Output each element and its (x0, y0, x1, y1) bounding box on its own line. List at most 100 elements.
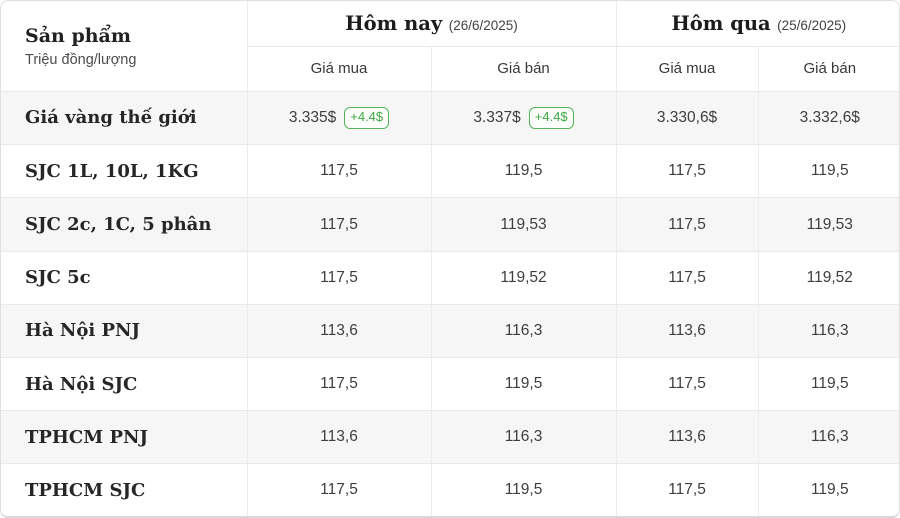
table-row: Hà Nội PNJ 113,6 116,3 113,6 116,3 (1, 304, 899, 359)
price-cell: 116,3 (757, 304, 899, 359)
price-value: 119,5 (504, 162, 543, 180)
price-cell: 3.332,6$ (757, 91, 899, 146)
table-row: Hà Nội SJC 117,5 119,5 117,5 119,5 (1, 357, 899, 412)
price-cell: 3.335$ +4.4$ (246, 91, 431, 146)
price-cell: 117,5 (615, 357, 759, 412)
price-cell: 119,5 (757, 463, 899, 516)
price-change-badge: +4.4$ (344, 107, 390, 129)
table-row: TPHCM PNJ 113,6 116,3 113,6 116,3 (1, 410, 899, 465)
price-cell: 119,53 (757, 197, 899, 252)
product-cell: SJC 2c, 1C, 5 phân (1, 197, 247, 252)
price-cell: 119,5 (430, 357, 617, 412)
product-cell: SJC 5c (1, 251, 247, 305)
table-row: SJC 1L, 10L, 1KG 117,5 119,5 117,5 119,5 (1, 144, 899, 199)
product-cell: TPHCM PNJ (1, 410, 247, 465)
price-table-body: Giá vàng thế giới 3.335$ +4.4$ 3.337$ +4.4$ 3… (1, 91, 899, 516)
price-change-badge: +4.4$ (528, 107, 574, 129)
price-value: 116,3 (810, 428, 849, 446)
today-column-header: Hôm nay (26/6/2025) (246, 1, 617, 47)
price-value: 119,52 (500, 268, 547, 286)
price-value: 116,3 (504, 321, 543, 339)
price-cell: 116,3 (430, 410, 617, 465)
price-value: 117,5 (668, 215, 706, 233)
product-column-header: Sản phẩm Triệu đồng/lượng (1, 1, 247, 92)
price-cell: 119,53 (430, 197, 617, 252)
price-cell: 119,52 (430, 251, 617, 305)
price-cell: 117,5 (615, 463, 759, 516)
price-value: 116,3 (504, 428, 543, 446)
product-header-unit: Triệu đồng/lượng (25, 52, 137, 69)
price-value: 113,6 (668, 428, 706, 446)
product-cell: TPHCM SJC (25, 479, 146, 501)
price-cell: 117,5 (246, 197, 431, 252)
price-value: 119,5 (504, 375, 543, 393)
price-value: 117,5 (668, 268, 706, 286)
price-value: 119,5 (810, 162, 849, 180)
price-value: 117,5 (668, 481, 706, 499)
price-cell: 3.337$ +4.4$ (430, 91, 617, 146)
price-cell: 119,5 (430, 463, 617, 516)
price-value: 117,5 (668, 162, 706, 180)
price-cell: 116,3 (757, 410, 899, 465)
product-header-title: Sản phẩm (25, 25, 131, 48)
table-row: SJC 2c, 1C, 5 phân 117,5 119,53 117,5 119,53 (1, 197, 899, 252)
table-row: TPHCM SJC 117,5 119,5 117,5 119,5 (1, 463, 899, 516)
yesterday-sell-header: Giá bán (757, 46, 899, 92)
price-cell: 116,3 (430, 304, 617, 359)
price-cell: 113,6 (615, 304, 759, 359)
price-cell: 3.330,6$ (615, 91, 759, 146)
today-label: Hôm nay (345, 11, 443, 35)
yesterday-date: (25/6/2025) (777, 17, 847, 33)
product-cell: Hà Nội PNJ (1, 304, 247, 359)
price-value: 119,53 (500, 215, 547, 233)
table-row: Giá vàng thế giới 3.335$ +4.4$ 3.337$ +4.4$ 3… (1, 91, 899, 146)
yesterday-column-header: Hôm qua (25/6/2025) (615, 1, 899, 47)
price-value: 117,5 (320, 162, 358, 180)
price-cell: 117,5 (246, 357, 431, 412)
yesterday-label: Hôm qua (671, 11, 771, 35)
price-value: 116,3 (810, 321, 849, 339)
price-cell: 113,6 (246, 410, 431, 465)
price-value: 119,53 (806, 215, 853, 233)
product-cell: Hà Nội SJC (1, 357, 247, 412)
header-row-sub: Giá mua Giá bán Giá mua Giá bán (1, 46, 899, 92)
header-row-main: Sản phẩm Triệu đồng/lượng Hôm nay (26/6/… (1, 1, 899, 92)
product-cell: Giá vàng thế giới (1, 91, 247, 146)
product-cell: SJC 1L, 10L, 1KG (1, 144, 247, 199)
price-value: 117,5 (320, 215, 358, 233)
price-value: 113,6 (668, 321, 706, 339)
yesterday-buy-header: Giá mua (615, 46, 759, 92)
price-cell: 119,5 (757, 144, 899, 199)
price-cell: 119,52 (757, 251, 899, 305)
price-value: 117,5 (320, 268, 358, 286)
table-row: SJC 5c 117,5 119,52 117,5 119,52 (1, 251, 899, 305)
price-value: 117,5 (320, 481, 358, 499)
price-value: 117,5 (320, 375, 358, 393)
price-value: 119,5 (810, 481, 849, 499)
price-value: 119,5 (810, 375, 849, 393)
price-cell: 117,5 (615, 144, 759, 199)
price-value: 3.330,6$ (656, 108, 718, 126)
price-value: 3.337$ (473, 109, 521, 127)
price-value: 117,5 (668, 375, 706, 393)
price-cell: 117,5 (246, 463, 431, 516)
today-date: (26/6/2025) (448, 17, 518, 33)
price-cell: 119,5 (757, 357, 899, 412)
today-buy-header: Giá mua (246, 46, 431, 92)
price-cell: 117,5 (246, 251, 431, 305)
price-cell: 117,5 (615, 251, 759, 305)
price-value: 113,6 (320, 321, 358, 339)
price-cell: 119,5 (430, 144, 617, 199)
today-sell-header: Giá bán (430, 46, 617, 92)
price-cell: 117,5 (615, 197, 759, 252)
price-cell: 117,5 (246, 144, 431, 199)
price-cell: 113,6 (246, 304, 431, 359)
price-value: 119,52 (806, 268, 853, 286)
price-value: 113,6 (320, 428, 358, 446)
price-cell: 113,6 (615, 410, 759, 465)
price-value: 3.332,6$ (799, 108, 860, 126)
price-value: 3.335$ (288, 109, 337, 127)
price-value: 119,5 (504, 481, 543, 499)
